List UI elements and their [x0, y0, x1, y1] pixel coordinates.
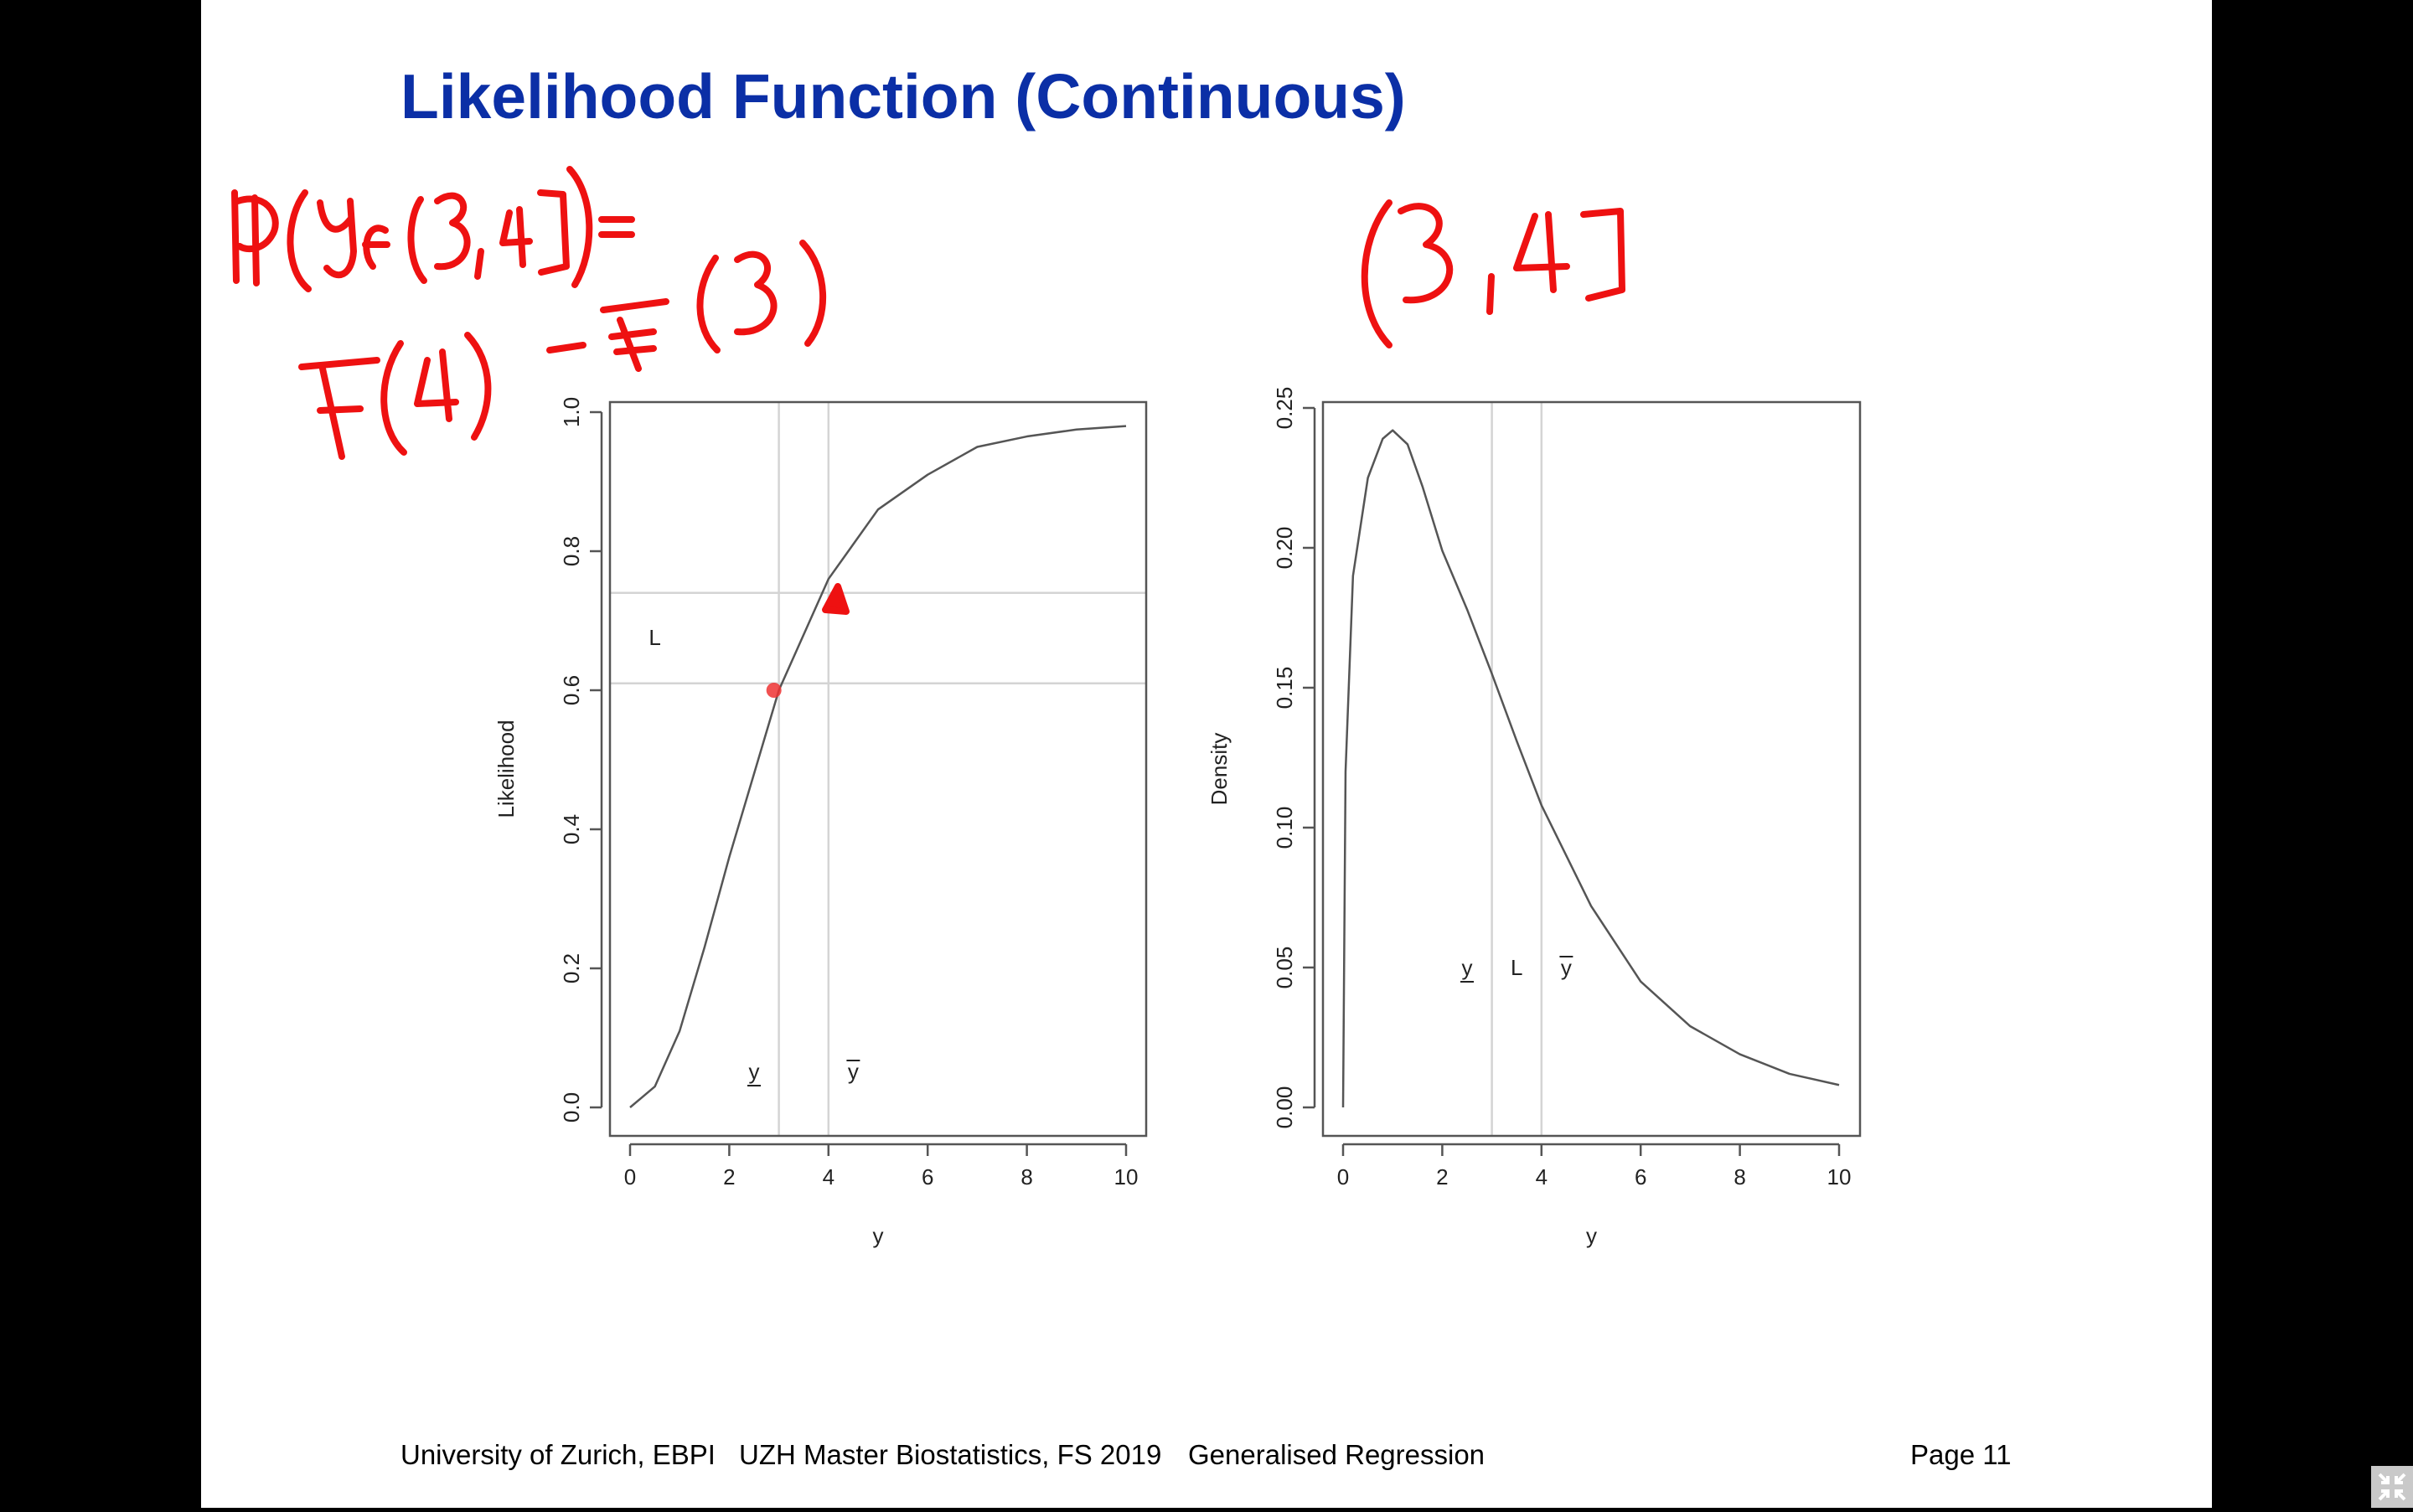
footer-page: Page 11 — [1910, 1439, 2012, 1470]
chart2-x-tick-label: 6 — [1635, 1164, 1646, 1189]
chart1-x-tick-label: 8 — [1020, 1164, 1032, 1189]
chart2-x-axis-label: y — [1586, 1223, 1597, 1248]
chart1-y-tick-label: 1.0 — [559, 397, 584, 427]
chart1-x-tick-label: 10 — [1114, 1164, 1139, 1189]
chart1-x-tick-label: 4 — [823, 1164, 834, 1189]
chart1-x-tick-label: 2 — [723, 1164, 735, 1189]
chart1-label-upper: y — [848, 1059, 859, 1084]
chart2-x-tick-label: 4 — [1536, 1164, 1548, 1189]
chart2-y-tick-label: 0.00 — [1272, 1086, 1297, 1129]
chart2-y-tick-label: 0.25 — [1272, 387, 1297, 430]
chart2-label-lower: y — [1462, 955, 1473, 980]
chart1-y-tick-label: 0.6 — [559, 675, 584, 705]
chart2-label-upper: y — [1561, 955, 1572, 980]
chart2-label-L: L — [1511, 955, 1522, 980]
chart2-y-axis-label: Density — [1206, 733, 1232, 806]
chart1-y-axis-label: Likelihood — [493, 720, 519, 818]
chart1-x-tick-label: 6 — [922, 1164, 933, 1189]
chart2-x-tick-label: 10 — [1827, 1164, 1852, 1189]
chart1-y-tick-label: 0.8 — [559, 536, 584, 566]
chart2-curve — [1341, 429, 1840, 1108]
chart2-y-tick-label: 0.15 — [1272, 667, 1297, 710]
slide: Likelihood Function (Continuous) 0 2 4 6 8 10… — [201, 0, 2212, 1508]
chart1-label-lower: y — [749, 1059, 760, 1084]
chart1-label-L: L — [648, 625, 660, 650]
footer-program: UZH Master Biostatistics, FS 2019 — [739, 1439, 1162, 1470]
chart1-x-axis-label: y — [873, 1223, 884, 1248]
exit-fullscreen-button[interactable] — [2371, 1466, 2413, 1508]
plots-area: 0 2 4 6 8 10 y 0.0 0.2 0.4 0.6 0.8 1.0 Likelihood y y L 0… — [493, 387, 1862, 1248]
chart1-curve — [629, 425, 1127, 1108]
slide-title: Likelihood Function (Continuous) — [400, 61, 1406, 132]
chart1-point — [766, 683, 782, 698]
exit-fullscreen-icon — [2378, 1473, 2406, 1501]
chart1-y-tick-label: 0.0 — [559, 1092, 584, 1122]
chart2-x-tick-label: 0 — [1337, 1164, 1349, 1189]
chart1-frame — [608, 400, 1148, 1138]
footer: University of Zurich, EBPI UZH Master Bi… — [201, 1439, 2212, 1473]
chart2-y-tick-label: 0.20 — [1272, 527, 1297, 570]
footer-institution: University of Zurich, EBPI — [400, 1439, 716, 1470]
chart2-y-tick-label: 0.05 — [1272, 947, 1297, 989]
chart2-frame — [1321, 400, 1862, 1138]
chart1-y-tick-label: 0.4 — [559, 814, 584, 844]
chart1-y-tick-label: 0.2 — [559, 953, 584, 983]
chart2-y-tick-label: 0.10 — [1272, 807, 1297, 849]
chart1-x-tick-label: 0 — [624, 1164, 636, 1189]
chart2-x-tick-label: 2 — [1436, 1164, 1448, 1189]
chart2-x-tick-label: 8 — [1734, 1164, 1745, 1189]
footer-course: Generalised Regression — [1188, 1439, 1486, 1470]
